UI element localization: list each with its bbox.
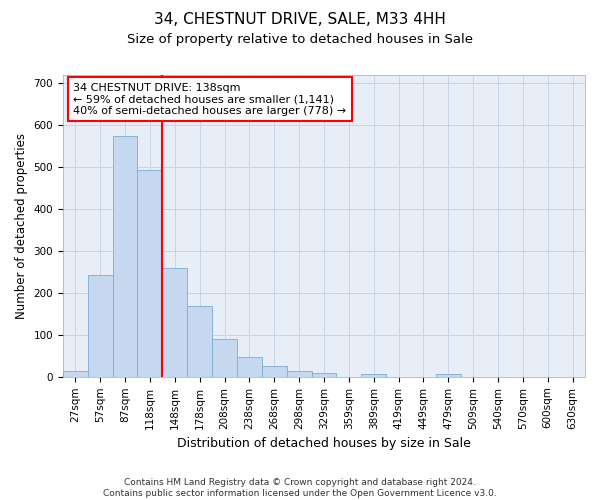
Bar xyxy=(113,136,137,377)
Bar xyxy=(88,275,113,377)
Bar xyxy=(137,170,163,377)
Bar xyxy=(361,374,386,377)
Bar xyxy=(311,372,337,377)
Bar xyxy=(212,339,237,377)
Text: 34 CHESTNUT DRIVE: 138sqm
← 59% of detached houses are smaller (1,141)
40% of se: 34 CHESTNUT DRIVE: 138sqm ← 59% of detac… xyxy=(73,82,346,116)
Bar xyxy=(287,372,311,377)
Text: Contains HM Land Registry data © Crown copyright and database right 2024.
Contai: Contains HM Land Registry data © Crown c… xyxy=(103,478,497,498)
Text: 34, CHESTNUT DRIVE, SALE, M33 4HH: 34, CHESTNUT DRIVE, SALE, M33 4HH xyxy=(154,12,446,28)
X-axis label: Distribution of detached houses by size in Sale: Distribution of detached houses by size … xyxy=(177,437,471,450)
Y-axis label: Number of detached properties: Number of detached properties xyxy=(15,133,28,319)
Bar xyxy=(187,306,212,377)
Bar xyxy=(63,372,88,377)
Bar xyxy=(436,374,461,377)
Bar xyxy=(262,366,287,377)
Bar xyxy=(237,356,262,377)
Bar xyxy=(163,268,187,377)
Text: Size of property relative to detached houses in Sale: Size of property relative to detached ho… xyxy=(127,32,473,46)
